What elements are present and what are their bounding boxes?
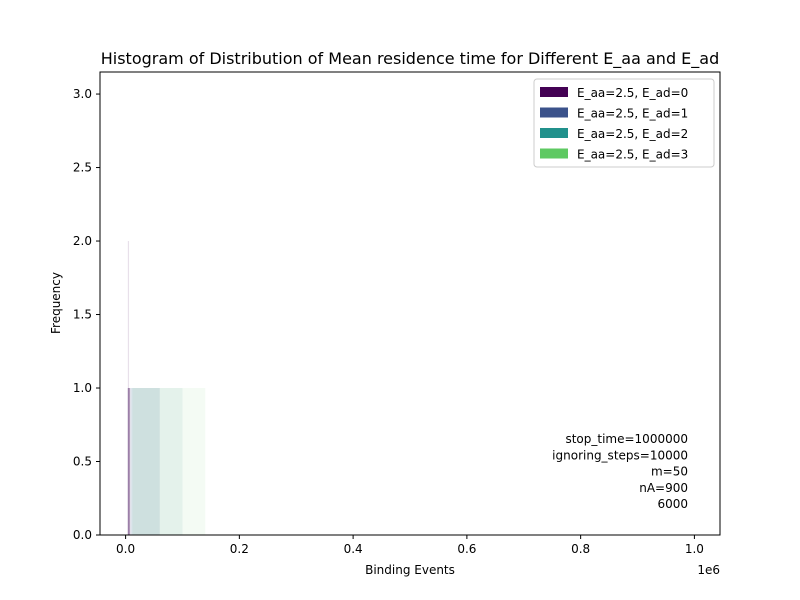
annotation-line: ignoring_steps=10000 [552,448,688,462]
x-tick-label: 0.8 [571,542,590,556]
annotation-line: nA=900 [639,481,688,495]
y-tick-label: 0.0 [73,528,92,542]
legend-label: E_aa=2.5, E_ad=1 [577,107,688,121]
y-axis-ticks: 0.0 0.5 1.0 1.5 2.0 2.5 3.0 [73,87,100,542]
chart-legend: E_aa=2.5, E_ad=0 E_aa=2.5, E_ad=1 E_aa=2.5… [533,78,715,168]
y-tick-label: 3.0 [73,87,92,101]
parameter-annotation: stop_time=1000000 ignoring_steps=10000 m=5… [552,432,688,511]
x-tick-label: 0.2 [230,542,249,556]
y-tick-label: 1.5 [73,308,92,322]
x-axis-ticks: 0.0 0.2 0.4 0.6 0.8 1.0 [116,535,704,556]
y-axis-label: Frequency [49,272,63,334]
legend-label: E_aa=2.5, E_ad=2 [577,127,688,141]
legend-swatch [540,148,568,159]
histogram-bar-edge [127,388,130,535]
y-tick-label: 2.0 [73,234,92,248]
annotation-line: 6000 [657,497,688,511]
y-tick-label: 0.5 [73,455,92,469]
chart-title: Histogram of Distribution of Mean reside… [101,49,720,69]
legend-label: E_aa=2.5, E_ad=0 [577,86,688,100]
histogram-bars [127,241,206,536]
legend-swatch [540,107,568,118]
y-tick-label: 2.5 [73,161,92,175]
plot-area-frame [99,71,721,536]
legend-label: E_aa=2.5, E_ad=3 [577,148,688,162]
legend-swatch [540,87,568,97]
histogram-bar-series-3 [132,388,206,535]
annotation-line: stop_time=1000000 [565,432,688,446]
x-axis-offset-label: 1e6 [697,563,720,577]
x-tick-label: 0.4 [344,542,363,556]
x-axis-label: Binding Events [365,563,455,577]
histogram-bar-series-2 [131,388,183,535]
x-tick-label: 0.6 [457,542,476,556]
y-tick-label: 1.0 [73,381,92,395]
legend-box [533,78,715,168]
x-tick-label: 1.0 [685,542,704,556]
x-tick-label: 0.0 [116,542,135,556]
histogram-bar-series-1 [130,388,160,535]
legend-swatch [540,128,568,138]
annotation-line: m=50 [651,465,688,479]
